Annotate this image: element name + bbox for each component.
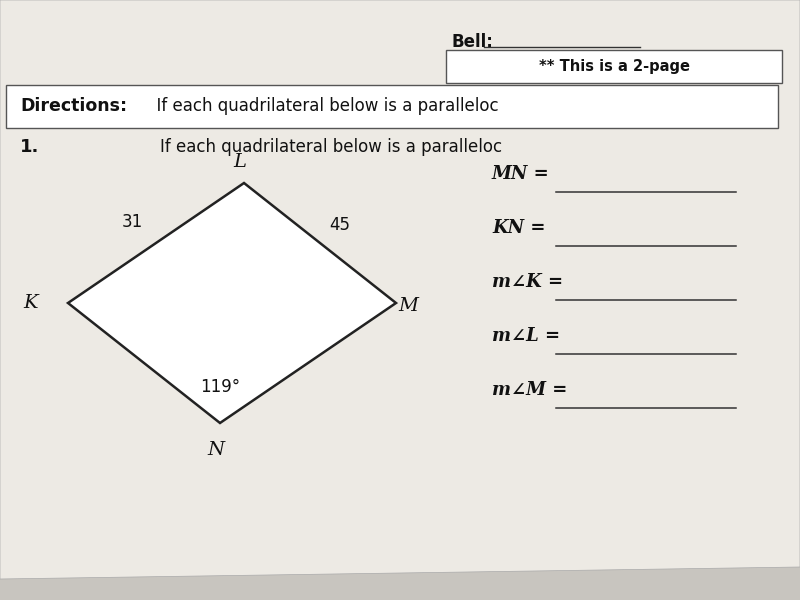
FancyBboxPatch shape: [6, 85, 778, 128]
Text: If each quadrilateral below is a paralleloc: If each quadrilateral below is a paralle…: [146, 97, 498, 115]
Polygon shape: [68, 183, 396, 423]
Text: L: L: [234, 153, 246, 171]
FancyBboxPatch shape: [446, 50, 782, 83]
Text: 119°: 119°: [200, 378, 240, 396]
Text: m∠M =: m∠M =: [492, 381, 567, 399]
Text: Bell:: Bell:: [452, 33, 494, 51]
Text: Directions:: Directions:: [20, 97, 127, 115]
Text: 45: 45: [330, 216, 350, 234]
Text: 31: 31: [122, 213, 142, 231]
Text: If each quadrilateral below is a paralleloc: If each quadrilateral below is a paralle…: [160, 138, 502, 156]
Text: M: M: [398, 297, 418, 315]
Text: N: N: [207, 441, 225, 459]
Text: K: K: [23, 294, 38, 312]
Text: m∠L =: m∠L =: [492, 327, 560, 345]
Polygon shape: [0, 0, 800, 579]
Text: m∠K =: m∠K =: [492, 273, 563, 291]
Text: ** This is a 2-page: ** This is a 2-page: [539, 59, 690, 74]
Text: 1.: 1.: [20, 138, 39, 156]
Text: MN =: MN =: [492, 165, 550, 183]
Text: KN =: KN =: [492, 219, 546, 237]
